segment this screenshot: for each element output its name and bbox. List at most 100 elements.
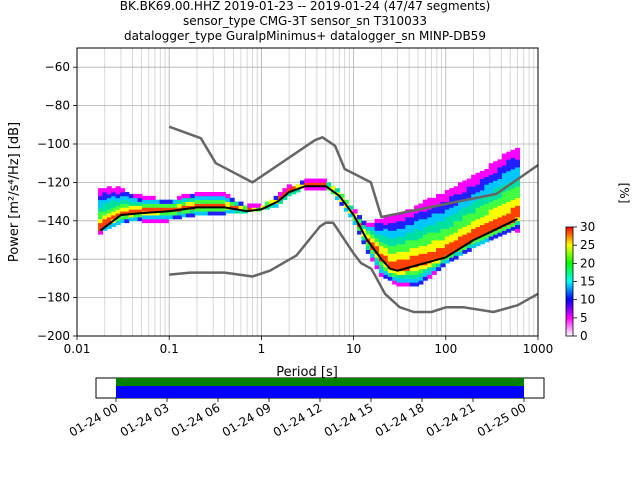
ppsd-cell bbox=[98, 211, 104, 216]
ppsd-cell bbox=[387, 241, 393, 247]
ppsd-cell bbox=[497, 182, 503, 187]
ppsd-cell bbox=[168, 215, 174, 220]
ppsd-cell bbox=[172, 211, 178, 216]
title-line-2: sensor_type CMG-3T sensor_sn T310033 bbox=[183, 14, 427, 28]
ppsd-cell bbox=[185, 213, 191, 218]
ppsd-cell bbox=[436, 201, 442, 206]
colorbar-tick-label: 15 bbox=[580, 275, 595, 289]
ppsd-cell bbox=[453, 213, 459, 218]
ppsd-cell bbox=[422, 230, 428, 235]
ppsd-cell bbox=[440, 209, 446, 214]
ppsd-cell bbox=[466, 243, 472, 249]
ppsd-cell bbox=[479, 216, 485, 222]
ppsd-cell bbox=[409, 232, 415, 237]
ppsd-cell bbox=[238, 205, 244, 210]
ppsd-cell bbox=[98, 222, 104, 227]
ppsd-cell bbox=[510, 215, 516, 220]
timeline-tick-label: 01-24 00 bbox=[67, 400, 121, 439]
ppsd-cell bbox=[436, 259, 442, 264]
ppsd-cell bbox=[339, 201, 345, 206]
ppsd-cell bbox=[387, 238, 393, 243]
ppsd-cell bbox=[484, 192, 490, 197]
ppsd-cell bbox=[479, 228, 485, 233]
ppsd-cell bbox=[453, 209, 459, 214]
ppsd-cell bbox=[479, 201, 485, 206]
ppsd-cell bbox=[418, 230, 424, 235]
ppsd-cell bbox=[282, 195, 288, 201]
ppsd-cell bbox=[497, 159, 503, 164]
ppsd-cell bbox=[106, 209, 112, 214]
ppsd-cell bbox=[475, 211, 481, 216]
ppsd-cell bbox=[177, 215, 183, 220]
ppsd-cell bbox=[378, 261, 384, 266]
ppsd-cell bbox=[449, 226, 455, 231]
ppsd-cell bbox=[475, 215, 481, 220]
ppsd-cell bbox=[409, 216, 415, 222]
ppsd-cell bbox=[409, 224, 415, 229]
ppsd-cell bbox=[462, 211, 468, 216]
ppsd-cell bbox=[194, 211, 200, 216]
ppsd-cell bbox=[471, 186, 477, 191]
ppsd-cell bbox=[453, 186, 459, 191]
ppsd-cell bbox=[115, 201, 121, 206]
ppsd-cell bbox=[497, 178, 503, 183]
new-low-noise-model-line bbox=[169, 221, 539, 314]
timeline-tick-label: 01-24 12 bbox=[271, 400, 325, 439]
ppsd-cell bbox=[501, 168, 507, 174]
ppsd-cell bbox=[510, 153, 516, 158]
ppsd-cell bbox=[405, 240, 411, 245]
ppsd-cell bbox=[444, 247, 450, 252]
x-axis-label: Period [s] bbox=[276, 365, 338, 380]
ppsd-cell bbox=[387, 257, 393, 262]
ppsd-cell bbox=[409, 282, 415, 287]
ppsd-cell bbox=[457, 251, 463, 256]
ppsd-cell bbox=[203, 199, 209, 204]
ppsd-cell bbox=[453, 232, 459, 237]
ppsd-cell bbox=[462, 226, 468, 231]
ppsd-cell bbox=[466, 247, 472, 252]
ppsd-cell bbox=[146, 215, 152, 220]
colorbar-tick-label: 5 bbox=[580, 311, 588, 325]
ppsd-cell bbox=[506, 178, 512, 183]
ppsd-cell bbox=[387, 253, 393, 258]
ppsd-cell bbox=[466, 201, 472, 206]
ppsd-cell bbox=[510, 165, 516, 170]
ppsd-cell bbox=[106, 213, 112, 218]
ppsd-cell bbox=[515, 201, 521, 206]
ppsd-cell bbox=[374, 245, 380, 250]
ppsd-cell bbox=[497, 170, 503, 176]
y-tick-label: −140 bbox=[37, 214, 70, 228]
ppsd-cell bbox=[396, 266, 402, 272]
ppsd-cell bbox=[449, 245, 455, 250]
ppsd-cell bbox=[405, 220, 411, 226]
ppsd-cell bbox=[418, 268, 424, 274]
ppsd-cell bbox=[199, 199, 204, 204]
ppsd-cell bbox=[444, 205, 450, 210]
ppsd-cell bbox=[365, 222, 371, 227]
ppsd-cell bbox=[431, 201, 437, 206]
ppsd-cell bbox=[212, 203, 218, 208]
ppsd-cell bbox=[484, 168, 490, 174]
ppsd-cell bbox=[431, 243, 437, 249]
ppsd-cell bbox=[457, 209, 463, 214]
ppsd-cell bbox=[400, 243, 406, 249]
ppsd-cell bbox=[119, 211, 125, 216]
ppsd-cell bbox=[405, 243, 411, 249]
ppsd-cell bbox=[449, 203, 455, 208]
ppsd-cell bbox=[506, 209, 512, 214]
ppsd-cell bbox=[317, 186, 323, 191]
ppsd-cell bbox=[506, 213, 512, 218]
ppsd-cell bbox=[466, 232, 472, 237]
ppsd-cell bbox=[361, 220, 367, 226]
ppsd-cell bbox=[396, 247, 402, 252]
ppsd-cell bbox=[484, 230, 490, 235]
ppsd-cell bbox=[510, 157, 516, 162]
ppsd-cell bbox=[449, 195, 455, 201]
ppsd-cell bbox=[365, 226, 371, 231]
ppsd-cell bbox=[194, 203, 200, 208]
ppsd-cell bbox=[431, 209, 437, 214]
y-axis-label: Power [m²/s⁴/Hz] [dB] bbox=[7, 122, 22, 262]
ppsd-cell bbox=[501, 157, 507, 162]
ppsd-cell bbox=[497, 201, 503, 206]
ppsd-cell bbox=[436, 209, 442, 214]
